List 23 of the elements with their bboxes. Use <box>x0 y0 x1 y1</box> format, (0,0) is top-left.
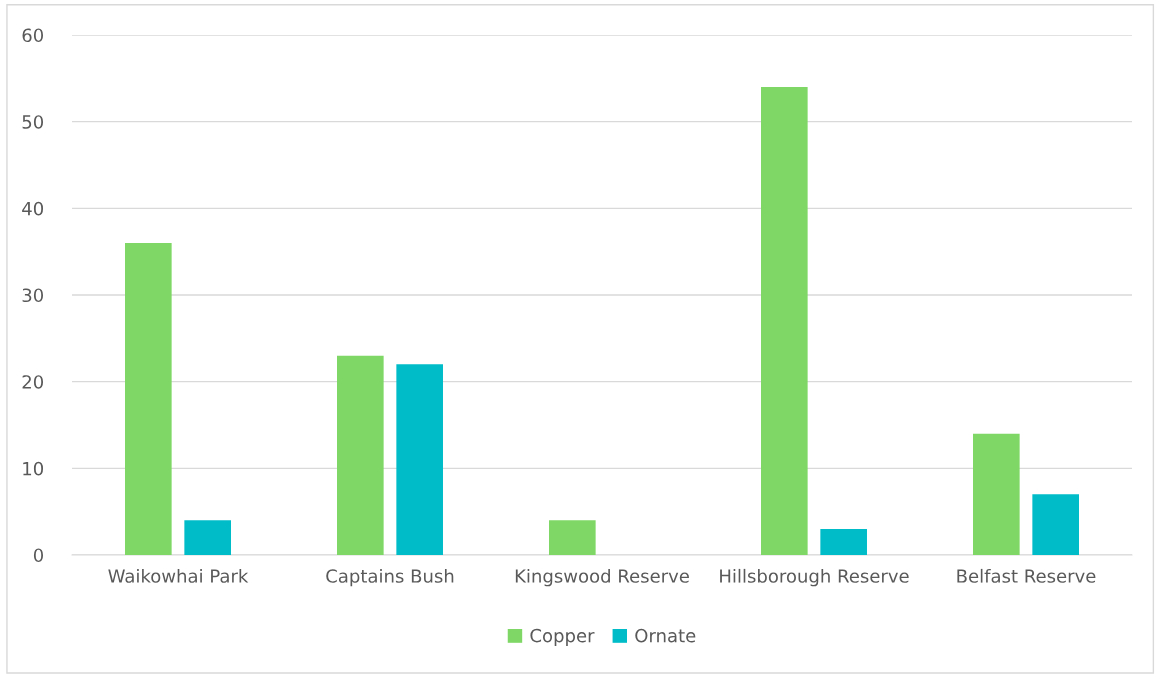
x-tick-label: Waikowhai Park <box>108 568 249 583</box>
bar <box>396 364 443 555</box>
legend-label: Ornate <box>635 628 696 643</box>
bar <box>184 520 231 555</box>
bar <box>820 529 867 555</box>
bar <box>761 87 808 555</box>
bar <box>973 433 1020 555</box>
bar <box>125 243 172 555</box>
y-tick-label: 50 <box>22 115 44 129</box>
x-tick-label: Belfast Reserve <box>957 568 1096 583</box>
bar <box>337 355 384 555</box>
legend-label: Copper <box>530 628 595 646</box>
y-tick-label: 20 <box>22 375 44 389</box>
y-tick-label: 30 <box>22 288 44 303</box>
x-tick-label: Hillsborough Reserve <box>720 568 909 587</box>
bar <box>549 520 596 555</box>
y-tick-label: 40 <box>22 201 44 216</box>
x-tick-label: Captains Bush <box>326 568 454 587</box>
y-tick-label: 10 <box>23 461 44 476</box>
y-tick-label: 60 <box>22 28 44 43</box>
bar <box>1032 494 1079 555</box>
x-tick-label: Kingswood Reserve <box>515 568 689 587</box>
y-tick-label: 0 <box>33 548 44 563</box>
